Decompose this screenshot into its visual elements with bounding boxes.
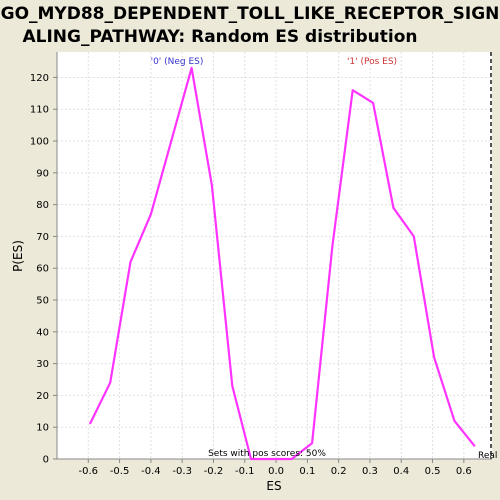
y-tick-label: 10 — [36, 423, 49, 434]
y-tick-label: 100 — [30, 137, 49, 148]
x-tick-label: 0.3 — [362, 466, 378, 477]
x-tick-label: -0.2 — [204, 466, 224, 477]
x-ticks: -0.6 -0.5 -0.4 -0.3 -0.2 -0.1 0.0 0.1 0.2 0.3 0.4 0… — [79, 459, 472, 477]
chart-title-line-1: GO_MYD88_DEPENDENT_TOLL_LIKE_RECEPTOR_SI… — [1, 4, 500, 24]
y-tick-label: 50 — [36, 296, 49, 307]
y-tick-label: 40 — [36, 327, 49, 338]
x-tick-label: 0.5 — [425, 466, 441, 477]
y-tick-label: 60 — [36, 264, 49, 275]
x-tick-label: -0.6 — [79, 466, 99, 477]
y-tick-label: 80 — [36, 200, 49, 211]
x-tick-label: -0.3 — [172, 466, 192, 477]
series-layer — [88, 66, 476, 461]
y-tick-label: 120 — [30, 73, 49, 84]
annotation-pos-es: '1' (Pos ES) — [347, 57, 397, 67]
y-tick-label: 110 — [30, 105, 49, 116]
x-tick-label: -0.5 — [110, 466, 130, 477]
x-tick-label: -0.1 — [235, 466, 255, 477]
x-tick-label: 0.2 — [331, 466, 347, 477]
y-axis-label: P(ES) — [11, 240, 25, 272]
chart-title-line-2: ALING_PATHWAY: Random ES distribution — [22, 27, 417, 47]
annotation-neg-es: '0' (Neg ES) — [151, 57, 204, 67]
x-axis-label: ES — [266, 479, 281, 493]
y-ticks: 0 10 20 30 40 50 60 70 80 90 100 110 120 — [30, 73, 57, 466]
y-tick-label: 70 — [36, 232, 49, 243]
y-tick-label: 0 — [43, 455, 49, 466]
x-tick-label: 0.4 — [393, 466, 409, 477]
x-tick-label: 0.1 — [299, 466, 315, 477]
x-tick-label: -0.4 — [141, 466, 161, 477]
plot-area — [57, 52, 492, 459]
annotation-pos-scores: Sets with pos scores: 50% — [208, 449, 326, 459]
y-tick-label: 20 — [36, 391, 49, 402]
annotation-real-es: Real E — [478, 451, 500, 461]
x-tick-label: 0.0 — [268, 466, 284, 477]
y-tick-label: 30 — [36, 359, 49, 370]
x-tick-label: 0.6 — [456, 466, 472, 477]
y-tick-label: 90 — [36, 168, 49, 179]
